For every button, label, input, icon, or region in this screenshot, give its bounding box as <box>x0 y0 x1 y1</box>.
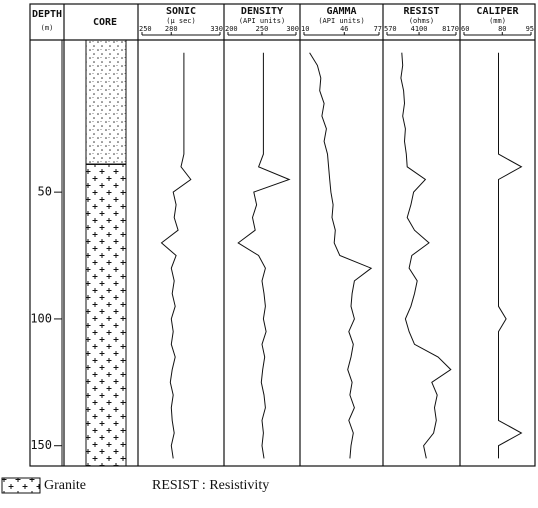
legend-note: RESIST : Resistivity <box>152 478 269 493</box>
track-title: DENSITY <box>241 6 283 17</box>
track-unit: (API units) <box>239 17 285 25</box>
x-tick-label: 80 <box>498 25 506 33</box>
track-title: CALIPER <box>476 6 519 17</box>
x-tick-label: 300 <box>286 25 299 33</box>
core-title: CORE <box>93 17 117 28</box>
track-unit: (ohms) <box>409 17 434 25</box>
x-tick-label: 4100 <box>411 25 428 33</box>
x-tick-label: 570 <box>384 25 397 33</box>
track-unit: (mm) <box>489 17 506 25</box>
granite-swatch <box>1 477 41 494</box>
core-sediment <box>85 39 127 165</box>
legend-core: Granite <box>44 478 86 493</box>
x-tick-label: 250 <box>256 25 269 33</box>
track-title: RESIST <box>403 6 439 17</box>
track-unit: (API units) <box>318 17 364 25</box>
track-title: SONIC <box>166 6 196 17</box>
depth-tick-label: 100 <box>30 311 52 325</box>
x-tick-label: 10 <box>301 25 309 33</box>
log-curve <box>237 52 291 459</box>
x-tick-label: 77 <box>374 25 382 33</box>
x-tick-label: 95 <box>526 25 534 33</box>
log-curve <box>309 52 373 459</box>
depth-unit: (m) <box>41 24 54 32</box>
log-curve <box>498 52 523 459</box>
track-unit: (μ sec) <box>166 17 196 25</box>
x-tick-label: 200 <box>225 25 238 33</box>
depth-title: DEPTH <box>32 9 62 20</box>
core-granite <box>85 163 127 467</box>
track-title: GAMMA <box>326 6 356 17</box>
x-tick-label: 8170 <box>442 25 459 33</box>
x-tick-label: 60 <box>461 25 469 33</box>
x-tick-label: 46 <box>340 25 348 33</box>
depth-tick-label: 150 <box>30 438 52 452</box>
depth-tick-label: 50 <box>38 185 52 199</box>
log-curve <box>160 52 192 459</box>
x-tick-label: 250 <box>139 25 152 33</box>
x-tick-label: 280 <box>165 25 178 33</box>
x-tick-label: 330 <box>210 25 223 33</box>
legend: Granite RESIST : Resistivity <box>1 477 269 494</box>
frame <box>29 3 536 467</box>
log-curve <box>400 52 452 459</box>
